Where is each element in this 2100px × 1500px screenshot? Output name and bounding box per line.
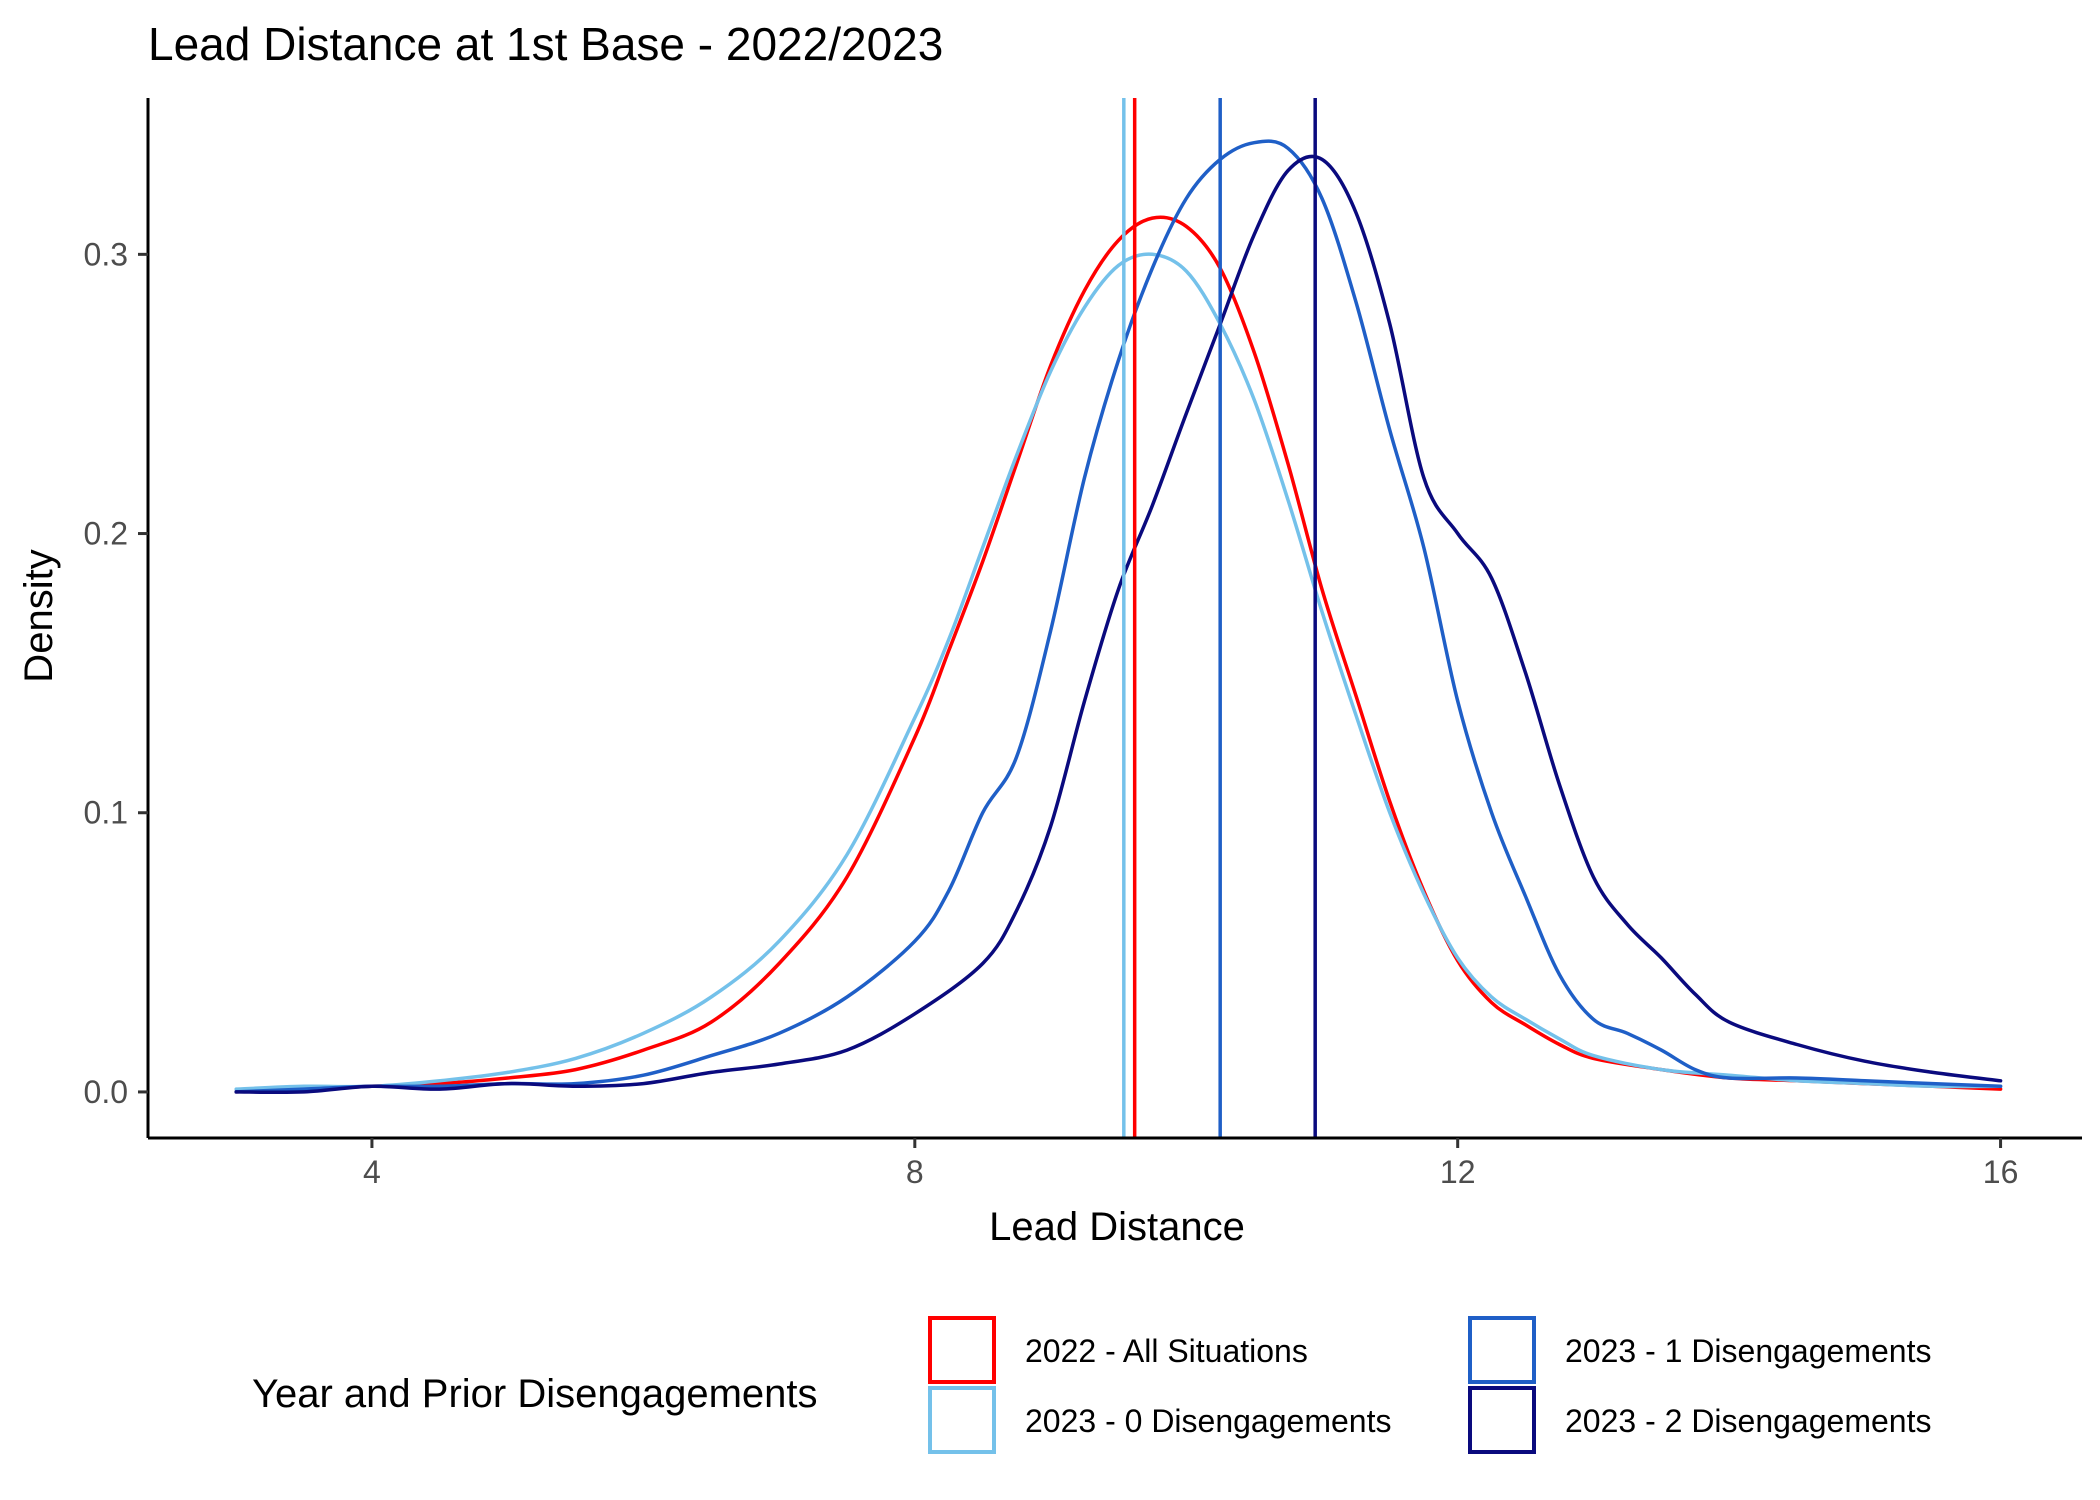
- x-tick-label: 16: [1983, 1154, 2019, 1190]
- legend-key-2023-1-disengagements: [1468, 1316, 1536, 1384]
- legend-label-2023-0-disengagements: 2023 - 0 Disengagements: [1025, 1403, 1391, 1439]
- legend-title: Year and Prior Disengagements: [252, 1372, 818, 1416]
- mean-lines: [1122, 98, 1317, 1138]
- density-curve-2023-2-disengagements: [234, 154, 2003, 1095]
- legend-label-2022-all-situations: 2022 - All Situations: [1025, 1333, 1308, 1369]
- chart-title: Lead Distance at 1st Base - 2022/2023: [148, 18, 943, 70]
- y-axis-title: Density: [17, 549, 61, 682]
- x-tick-label: 8: [906, 1154, 924, 1190]
- density-curve-2022-all-situations: [234, 215, 2003, 1094]
- plot-area: [234, 98, 2003, 1138]
- legend-key-2023-0-disengagements: [928, 1386, 996, 1454]
- legend-label-2023-2-disengagements: 2023 - 2 Disengagements: [1565, 1403, 1931, 1439]
- legend-label-2023-1-disengagements: 2023 - 1 Disengagements: [1565, 1333, 1931, 1369]
- legend-items: 2022 - All Situations 2023 - 0 Disengagem…: [928, 1316, 1931, 1454]
- density-curves: [234, 139, 2003, 1095]
- legend-key-2023-2-disengagements: [1468, 1386, 1536, 1454]
- x-axis-title: Lead Distance: [989, 1205, 1245, 1249]
- y-tick-label: 0.1: [84, 795, 128, 831]
- y-axis-ticks: 0.0 0.1 0.2 0.3: [84, 236, 148, 1110]
- legend: Year and Prior Disengagements 2022 - All…: [252, 1316, 1931, 1454]
- x-axis-ticks: 4 8 12 16: [363, 1138, 2018, 1190]
- density-curve-2023-1-disengagements: [234, 139, 2003, 1094]
- y-tick-label: 0.2: [84, 516, 128, 552]
- x-tick-label: 12: [1440, 1154, 1476, 1190]
- density-curve-2023-0-disengagements: [234, 252, 2003, 1091]
- axes: 4 8 12 16 0.0 0.1 0.2 0.3: [84, 98, 2082, 1190]
- x-tick-label: 4: [363, 1154, 381, 1190]
- y-tick-label: 0.3: [84, 236, 128, 272]
- legend-key-2022-all-situations: [928, 1316, 996, 1384]
- y-tick-label: 0.0: [84, 1074, 128, 1110]
